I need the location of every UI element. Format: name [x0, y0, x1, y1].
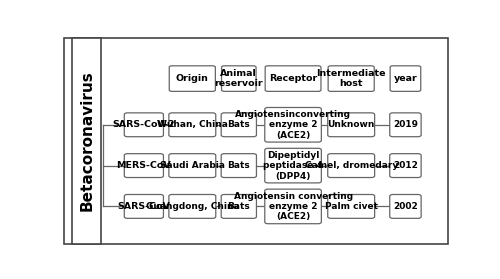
Text: Animal
reservoir: Animal reservoir	[214, 69, 263, 88]
FancyBboxPatch shape	[390, 66, 420, 92]
Text: year: year	[394, 74, 417, 83]
FancyBboxPatch shape	[169, 113, 216, 137]
FancyBboxPatch shape	[124, 194, 164, 218]
FancyBboxPatch shape	[390, 154, 421, 177]
Text: 2012: 2012	[393, 161, 418, 170]
Text: Receptor: Receptor	[269, 74, 317, 83]
Text: 2002: 2002	[393, 202, 418, 211]
Text: Dipeptidyl
peptidase 4
(DPP4): Dipeptidyl peptidase 4 (DPP4)	[263, 151, 323, 181]
Text: Wuhan, China: Wuhan, China	[157, 120, 228, 129]
FancyBboxPatch shape	[390, 194, 421, 218]
Text: Camel, dromedary: Camel, dromedary	[304, 161, 398, 170]
FancyBboxPatch shape	[265, 189, 322, 224]
FancyBboxPatch shape	[221, 113, 256, 137]
Text: Intermediate
host: Intermediate host	[316, 69, 386, 88]
FancyBboxPatch shape	[265, 148, 322, 183]
FancyBboxPatch shape	[265, 107, 322, 142]
FancyBboxPatch shape	[124, 113, 164, 137]
FancyBboxPatch shape	[328, 154, 374, 177]
FancyBboxPatch shape	[72, 38, 101, 244]
FancyBboxPatch shape	[124, 154, 164, 177]
FancyBboxPatch shape	[170, 66, 216, 92]
Text: Bats: Bats	[228, 202, 250, 211]
FancyBboxPatch shape	[64, 38, 448, 244]
FancyBboxPatch shape	[169, 194, 216, 218]
Text: Angiotensin converting
enzyme 2
(ACE2): Angiotensin converting enzyme 2 (ACE2)	[234, 191, 352, 221]
Text: Bats: Bats	[228, 120, 250, 129]
Text: Origin: Origin	[176, 74, 209, 83]
Text: Bats: Bats	[228, 161, 250, 170]
Text: Angiotensinconverting
enzyme 2
(ACE2): Angiotensinconverting enzyme 2 (ACE2)	[235, 110, 351, 140]
FancyBboxPatch shape	[221, 194, 256, 218]
Text: 2019: 2019	[393, 120, 418, 129]
Text: SARS-CoV: SARS-CoV	[118, 202, 171, 211]
FancyBboxPatch shape	[328, 113, 374, 137]
FancyBboxPatch shape	[328, 194, 374, 218]
Text: MERS-CoV: MERS-CoV	[116, 161, 171, 170]
Text: Saudi Arabia: Saudi Arabia	[160, 161, 225, 170]
FancyBboxPatch shape	[390, 113, 421, 137]
FancyBboxPatch shape	[328, 66, 374, 92]
Text: Guangdong, China: Guangdong, China	[146, 202, 239, 211]
FancyBboxPatch shape	[222, 66, 256, 92]
FancyBboxPatch shape	[221, 154, 256, 177]
Text: Unknown: Unknown	[328, 120, 375, 129]
Text: SARS-CoV-2: SARS-CoV-2	[112, 120, 175, 129]
FancyBboxPatch shape	[169, 154, 216, 177]
Text: Betacoronavirus: Betacoronavirus	[79, 71, 94, 211]
Text: Palm civet: Palm civet	[324, 202, 378, 211]
FancyBboxPatch shape	[265, 66, 321, 92]
